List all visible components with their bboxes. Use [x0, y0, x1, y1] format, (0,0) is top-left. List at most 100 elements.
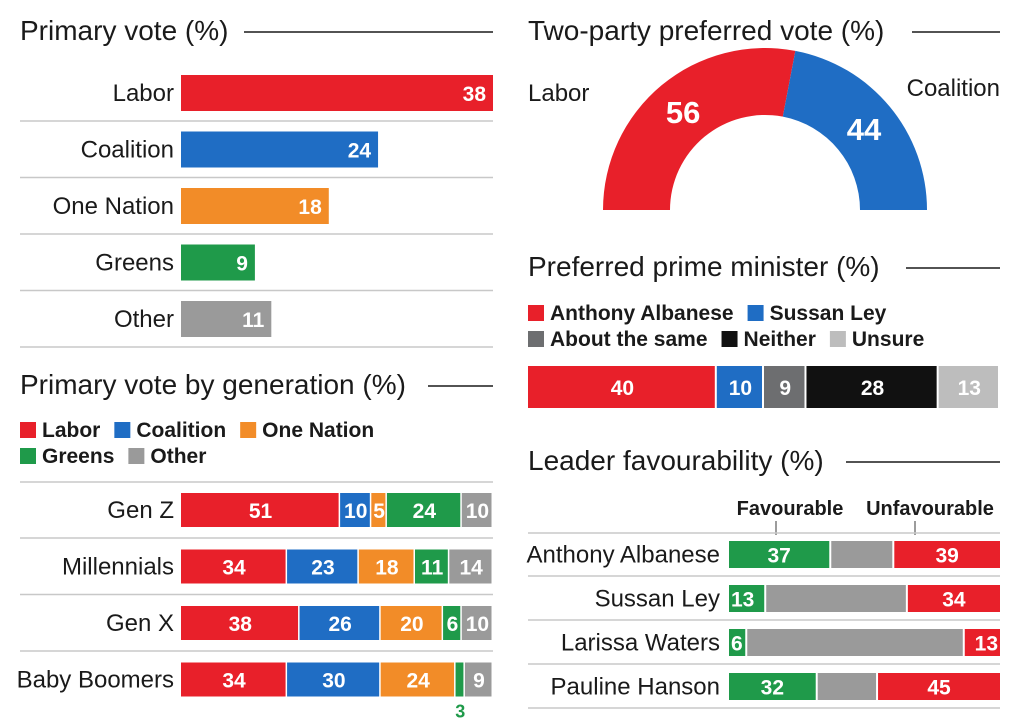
unfavourable-bar-sussan-ley — [907, 585, 1000, 612]
favourable-value-sussan-ley: 13 — [731, 589, 754, 612]
generation-segment-gen-z-greens — [386, 493, 461, 527]
primary-label-labor: Labor — [113, 80, 174, 107]
tpp-slice-coalition — [782, 50, 927, 211]
primary-label-coalition: Coalition — [81, 137, 174, 164]
neutral-bar-anthony-albanese — [831, 541, 893, 568]
generation-segment-baby-boomers-coalition — [287, 662, 380, 697]
ppm-segment-unsure — [938, 366, 998, 408]
generation-segment-gen-x-coalition — [299, 606, 380, 640]
generation-value-baby-boomers-coalition: 30 — [322, 670, 345, 693]
favourability-label-pauline-hanson: Pauline Hanson — [551, 674, 720, 701]
ppm-legend-swatch-anthony-albanese — [528, 305, 544, 321]
primary-bar-other — [181, 301, 272, 337]
ppm-legend-swatch-about-the-same — [528, 331, 544, 347]
generation-segment-millennials-coalition — [287, 549, 358, 584]
ppm-value-anthony-albanese: 40 — [611, 377, 634, 400]
generation-legend-labor: Labor — [42, 419, 100, 442]
generation-legend-swatch-other — [128, 448, 145, 464]
generation-value-millennials-other: 14 — [459, 557, 483, 580]
primary-bar-one-nation — [181, 188, 329, 224]
tpp-value-coalition: 44 — [847, 112, 882, 147]
favourable-value-larissa-waters: 6 — [731, 633, 743, 656]
unfavourable-value-larissa-waters: 13 — [975, 633, 998, 656]
primary-value-greens: 9 — [236, 253, 248, 276]
generation-value-gen-x-one-nation: 20 — [400, 613, 423, 636]
ppm-title: Preferred prime minister (%) — [528, 251, 880, 282]
generation-value-gen-x-labor: 38 — [229, 613, 253, 636]
generation-value-millennials-greens: 11 — [421, 557, 444, 580]
ppm-legend-sussan-ley: Sussan Ley — [770, 302, 887, 325]
favourability-title: Leader favourability (%) — [528, 445, 824, 476]
tpp-slice-labor — [603, 48, 796, 211]
generation-segment-gen-z-labor — [181, 493, 339, 527]
ppm-segment-neither — [806, 366, 937, 408]
neutral-bar-pauline-hanson — [817, 673, 877, 700]
primary-bar-greens — [181, 244, 255, 281]
tpp-title: Two-party preferred vote (%) — [528, 15, 884, 46]
generation-value-baby-boomers-greens: 3 — [455, 702, 465, 722]
generation-label-gen-x: Gen X — [106, 610, 174, 637]
unfavourable-value-sussan-ley: 34 — [942, 589, 966, 612]
primary-vote-chart: Labor 38 Coalition 24 One Nation 18 Greens 9 Oth… — [20, 75, 493, 348]
ppm-legend-neither: Neither — [744, 328, 816, 351]
generation-legend-swatch-greens — [20, 448, 36, 464]
ppm-value-about-the-same: 9 — [779, 377, 791, 400]
generation-title: Primary vote by generation (%) — [20, 369, 406, 400]
generation-segment-baby-boomers-one-nation — [380, 662, 455, 697]
generation-label-baby-boomers: Baby Boomers — [17, 667, 174, 694]
generation-value-gen-z-labor: 51 — [249, 500, 273, 523]
primary-value-other: 11 — [242, 309, 265, 332]
generation-label-millennials: Millennials — [62, 554, 174, 581]
generation-value-gen-x-other: 10 — [466, 613, 489, 636]
unfavourable-value-anthony-albanese: 39 — [935, 545, 958, 568]
primary-value-labor: 38 — [463, 83, 487, 106]
ppm-legend-swatch-sussan-ley — [747, 305, 764, 321]
generation-segment-millennials-labor — [181, 549, 286, 584]
tpp-label-labor: Labor — [528, 80, 589, 107]
generation-segment-gen-z-other — [461, 493, 492, 527]
primary-bar-coalition — [181, 131, 379, 168]
neutral-bar-sussan-ley — [766, 585, 906, 612]
ppm-legend-anthony-albanese: Anthony Albanese — [550, 302, 734, 325]
primary-label-one-nation: One Nation — [53, 193, 174, 220]
generation-legend-swatch-coalition — [114, 422, 131, 438]
generation-segment-millennials-one-nation — [358, 549, 414, 584]
generation-segment-baby-boomers-other — [464, 662, 492, 697]
favourability-label-sussan-ley: Sussan Ley — [595, 586, 720, 613]
generation-segment-gen-x-greens — [443, 606, 461, 640]
generation-value-millennials-coalition: 23 — [311, 557, 334, 580]
generation-segment-baby-boomers-labor — [181, 662, 286, 697]
ppm-value-neither: 28 — [861, 377, 885, 400]
unfavourable-value-pauline-hanson: 45 — [927, 677, 951, 700]
generation-value-millennials-one-nation: 18 — [375, 557, 399, 580]
ppm-legend-swatch-unsure — [829, 331, 846, 347]
unfavourable-bar-larissa-waters — [964, 629, 1000, 656]
generation-value-gen-z-one-nation: 5 — [373, 500, 385, 523]
generation-value-baby-boomers-other: 9 — [473, 670, 485, 693]
unfavourable-header: Unfavourable — [866, 498, 994, 520]
tpp-label-coalition: Coalition — [907, 75, 1000, 102]
favourable-header: Favourable — [737, 498, 844, 520]
generation-segment-millennials-greens — [415, 549, 448, 584]
favourability-label-larissa-waters: Larissa Waters — [561, 630, 720, 657]
generation-segment-baby-boomers-greens — [455, 662, 464, 697]
generation-value-gen-z-other: 10 — [466, 500, 489, 523]
ppm-legend-unsure: Unsure — [852, 328, 924, 351]
favourable-bar-anthony-albanese — [729, 541, 830, 568]
favourable-bar-sussan-ley — [729, 585, 765, 612]
generation-legend-other: Other — [150, 445, 206, 468]
generation-legend-swatch-labor — [20, 422, 36, 438]
favourable-bar-pauline-hanson — [729, 673, 816, 700]
favourability-chart: Favourable Unfavourable Anthony Albanese 37… — [527, 498, 1000, 709]
generation-value-gen-x-greens: 6 — [447, 613, 459, 636]
generation-value-gen-z-greens: 24 — [413, 500, 437, 523]
unfavourable-bar-pauline-hanson — [878, 673, 1000, 700]
generation-chart: Labor Coalition One Nation Greens Other Gen Z… — [17, 419, 493, 722]
ppm-legend-about-the-same: About the same — [550, 328, 708, 351]
generation-value-gen-x-coalition: 26 — [328, 613, 351, 636]
generation-legend-swatch-one-nation — [240, 422, 257, 438]
ppm-value-sussan-ley: 10 — [729, 377, 752, 400]
generation-segment-gen-z-one-nation — [371, 493, 386, 527]
generation-value-millennials-labor: 34 — [222, 557, 246, 580]
